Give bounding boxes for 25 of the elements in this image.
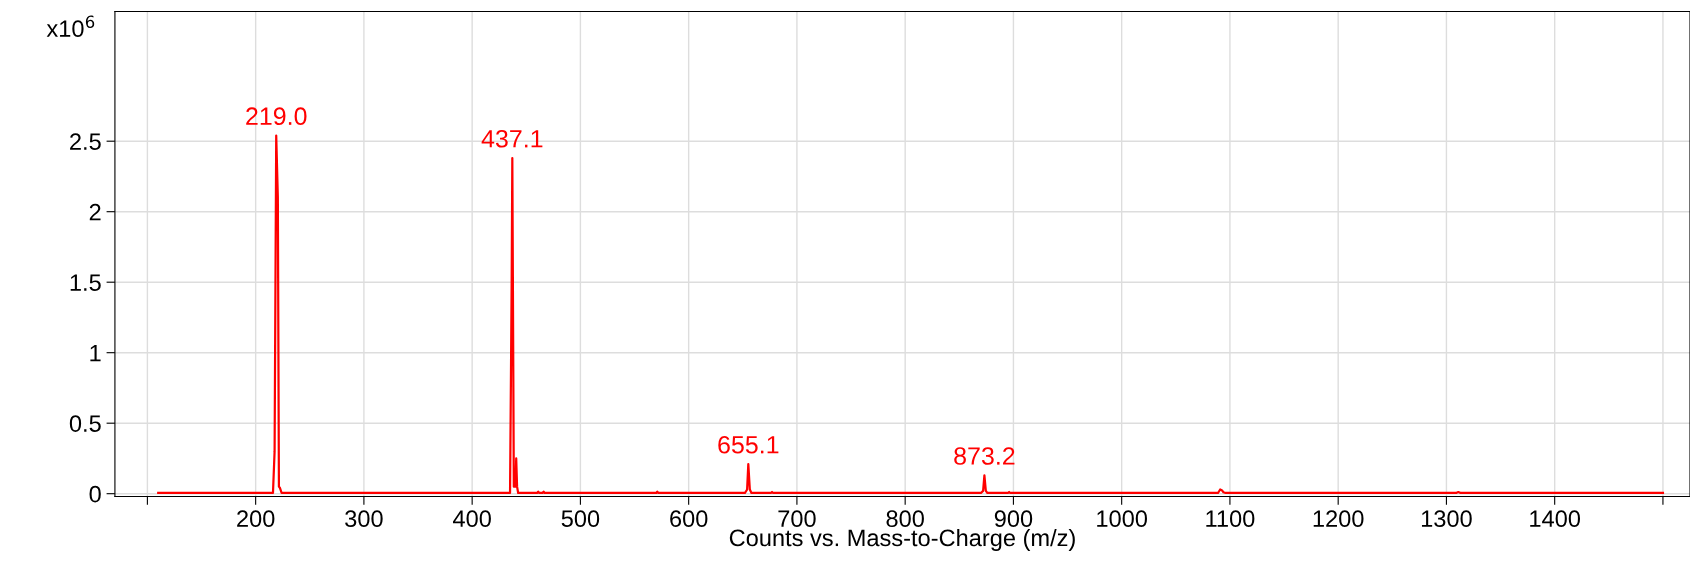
y-tick-label: 0.5 (69, 415, 101, 432)
annotation: 219.0 (246, 107, 307, 126)
x-tick-label: 1100 (1206, 510, 1255, 528)
y-tick-label: 0 (89, 485, 101, 503)
annotation: 655.1 (718, 435, 779, 454)
y-tick-label: 1.5 (70, 274, 101, 291)
y-tick-label: 1 (90, 345, 101, 362)
y-axis-title: x10$^{6}$ (46, 15, 95, 38)
annotation: 873.2 (954, 447, 1015, 465)
x-tick-label: 1400 (1530, 510, 1581, 528)
x-tick-label: 1000 (1097, 510, 1148, 528)
y-tick-label: 2.5 (70, 133, 101, 150)
x-tick-label: 400 (453, 510, 491, 528)
x-tick-label: 200 (237, 510, 275, 528)
x-axis-title: Counts vs. Mass-to-Charge (m/z) (729, 528, 1075, 551)
x-tick-label: 600 (670, 510, 708, 528)
x-tick-label: 800 (886, 510, 924, 528)
x-tick-label: 1200 (1313, 510, 1364, 528)
y-tick-label: 2 (89, 203, 101, 221)
x-tick-label: 700 (778, 510, 816, 528)
x-tick-label: 500 (561, 510, 600, 528)
annotation: 437.1 (481, 129, 543, 148)
x-tick-label: 1300 (1421, 510, 1472, 528)
x-tick-label: 300 (345, 510, 383, 528)
x-tick-label: 900 (994, 510, 1033, 528)
